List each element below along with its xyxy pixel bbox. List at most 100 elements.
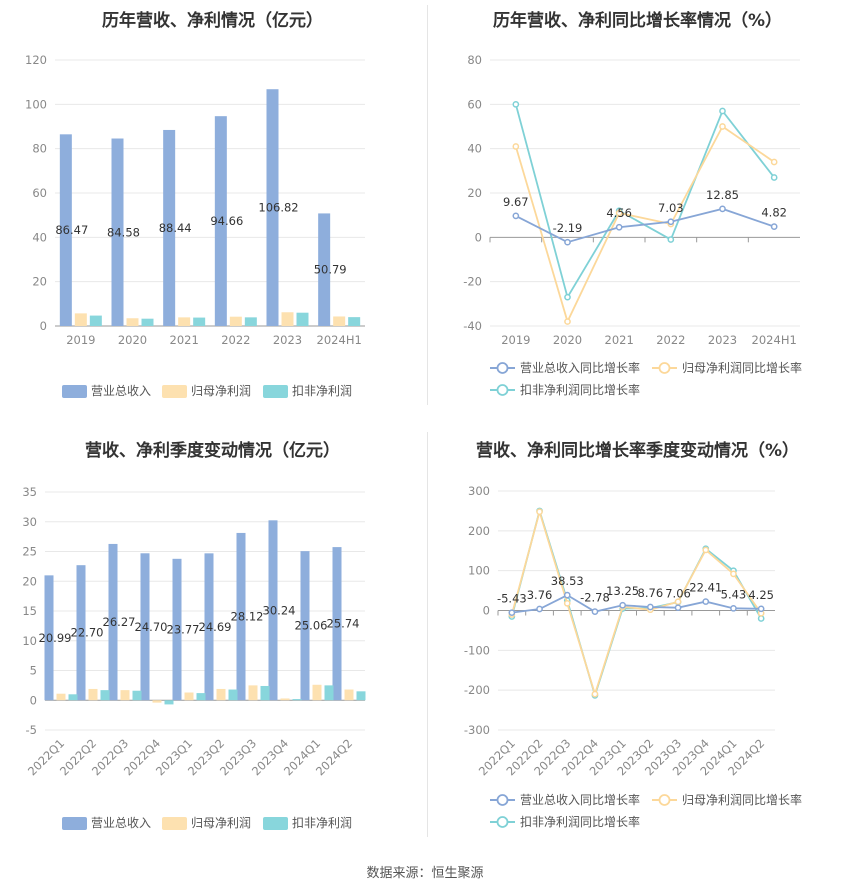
bar-2023Q3 (248, 685, 258, 701)
point-value-label: 13.25 (606, 584, 639, 598)
legend-swatch (263, 817, 288, 830)
y-tick-label: 120 (25, 53, 47, 67)
bar-2022 (214, 116, 227, 326)
bar-2022 (229, 316, 242, 326)
x-tick-label: 2020 (553, 333, 582, 347)
bar-2021 (193, 317, 206, 326)
bar-2023Q2 (228, 689, 238, 701)
bar-value-label: 22.70 (71, 626, 104, 640)
series-line-1 (510, 508, 762, 698)
quarterly-revenue-profit-panel: 营收、净利季度变动情况（亿元） -5 0 5 10 15 20 25 30 35 2022Q1 20… (0, 430, 425, 860)
bar-value-label: 30.24 (263, 603, 296, 617)
legend-label: 扣非净利润同比增长率 (520, 814, 640, 829)
data-point (512, 212, 520, 220)
y-tick-label: -20 (463, 275, 482, 289)
data-point (564, 318, 571, 325)
bar-2022 (244, 317, 257, 326)
legend-label: 营业总收入同比增长率 (520, 792, 640, 807)
legend-label: 扣非净利润 (292, 816, 352, 830)
bar-value-label: 106.82 (258, 201, 298, 215)
chart-title: 营收、净利季度变动情况（亿元） (85, 441, 340, 461)
legend-label: 归母净利润同比增长率 (682, 792, 802, 807)
chart-title: 历年营收、净利情况（亿元） (102, 11, 323, 31)
data-point (730, 604, 737, 612)
data-point (702, 598, 710, 605)
y-tick-label: 20 (22, 574, 37, 588)
y-tick-label: 15 (22, 604, 37, 618)
bar-value-label: 25.06 (295, 619, 328, 633)
y-tick-label: 100 (25, 97, 47, 111)
data-point (730, 570, 737, 578)
bar-2019 (89, 315, 102, 326)
legend-marker (496, 816, 509, 828)
bar-2023 (296, 312, 309, 326)
bar-2024Q1 (300, 551, 310, 701)
legend-swatch (62, 817, 87, 830)
x-tick-label: 2019 (66, 333, 95, 347)
legend-swatch (263, 385, 288, 398)
bar-2022Q4 (140, 553, 150, 701)
data-point (512, 100, 520, 108)
y-tick-label: 25 (22, 545, 37, 559)
y-tick-label: 40 (32, 230, 47, 244)
chart-title: 历年营收、净利同比增长率情况（%） (492, 11, 783, 31)
legend-label: 营业总收入同比增长率 (520, 360, 640, 375)
point-value-label: 8.76 (638, 586, 664, 600)
bar-2023Q1 (184, 692, 194, 701)
data-point (563, 591, 571, 599)
bar-2023Q4 (280, 698, 290, 701)
point-value-label: 4.25 (748, 588, 774, 602)
y-tick-label: 80 (32, 142, 47, 156)
legend-label: 扣非净利润同比增长率 (520, 382, 640, 397)
legend-label: 营业总收入 (91, 816, 151, 830)
x-tick-label: 2024H1 (752, 333, 797, 347)
point-value-label: 3.76 (527, 588, 553, 602)
bar-value-label: 28.12 (231, 610, 264, 624)
point-value-label: -5.43 (497, 592, 527, 606)
bar-2024H1 (333, 316, 346, 326)
legend-swatch (162, 385, 187, 398)
bar-2020 (141, 318, 154, 326)
bar-2024Q2 (356, 691, 366, 701)
legend-swatch (62, 385, 87, 398)
data-point (508, 609, 516, 617)
data-point (615, 223, 623, 231)
x-tick-label: 2020 (118, 333, 147, 347)
bar-value-label: 20.99 (39, 631, 72, 645)
y-tick-label: 35 (22, 485, 37, 499)
legend-label: 扣非净利润 (292, 384, 352, 398)
data-point (770, 158, 778, 166)
bar-2024Q1 (312, 684, 322, 701)
bar-2022Q2 (76, 565, 86, 701)
x-tick-label: 2021 (605, 333, 634, 347)
bar-2024Q1 (324, 685, 334, 701)
bar-2023Q1 (196, 693, 206, 701)
x-tick-label: 2021 (170, 333, 199, 347)
bar-value-label: 26.27 (103, 615, 136, 629)
bar-2022Q1 (44, 575, 54, 701)
bar-2023Q2 (204, 553, 214, 701)
bar-2022Q3 (108, 543, 118, 701)
bar-2023 (266, 89, 279, 326)
legend-marker (658, 362, 671, 374)
point-value-label: 4.56 (606, 206, 632, 220)
bar-value-label: 23.77 (167, 623, 200, 637)
x-tick-label: 2024H1 (317, 333, 362, 347)
data-point (719, 205, 726, 213)
bar-2023 (281, 312, 294, 326)
y-tick-label: -200 (464, 683, 490, 697)
x-tick-label: 2019 (501, 333, 530, 347)
bar-2023Q2 (216, 688, 226, 701)
y-tick-label: 0 (30, 693, 37, 707)
data-point (564, 293, 571, 301)
bar-2021 (163, 129, 176, 326)
y-tick-label: 40 (467, 142, 482, 156)
point-value-label: -2.19 (553, 221, 583, 235)
point-value-label: 4.82 (761, 206, 787, 220)
data-point (719, 107, 726, 115)
divider-bottom (427, 432, 428, 837)
bar-2022Q2 (88, 688, 98, 701)
y-tick-label: 300 (468, 484, 490, 498)
bar-2023Q1 (172, 558, 182, 701)
data-point (757, 615, 765, 622)
